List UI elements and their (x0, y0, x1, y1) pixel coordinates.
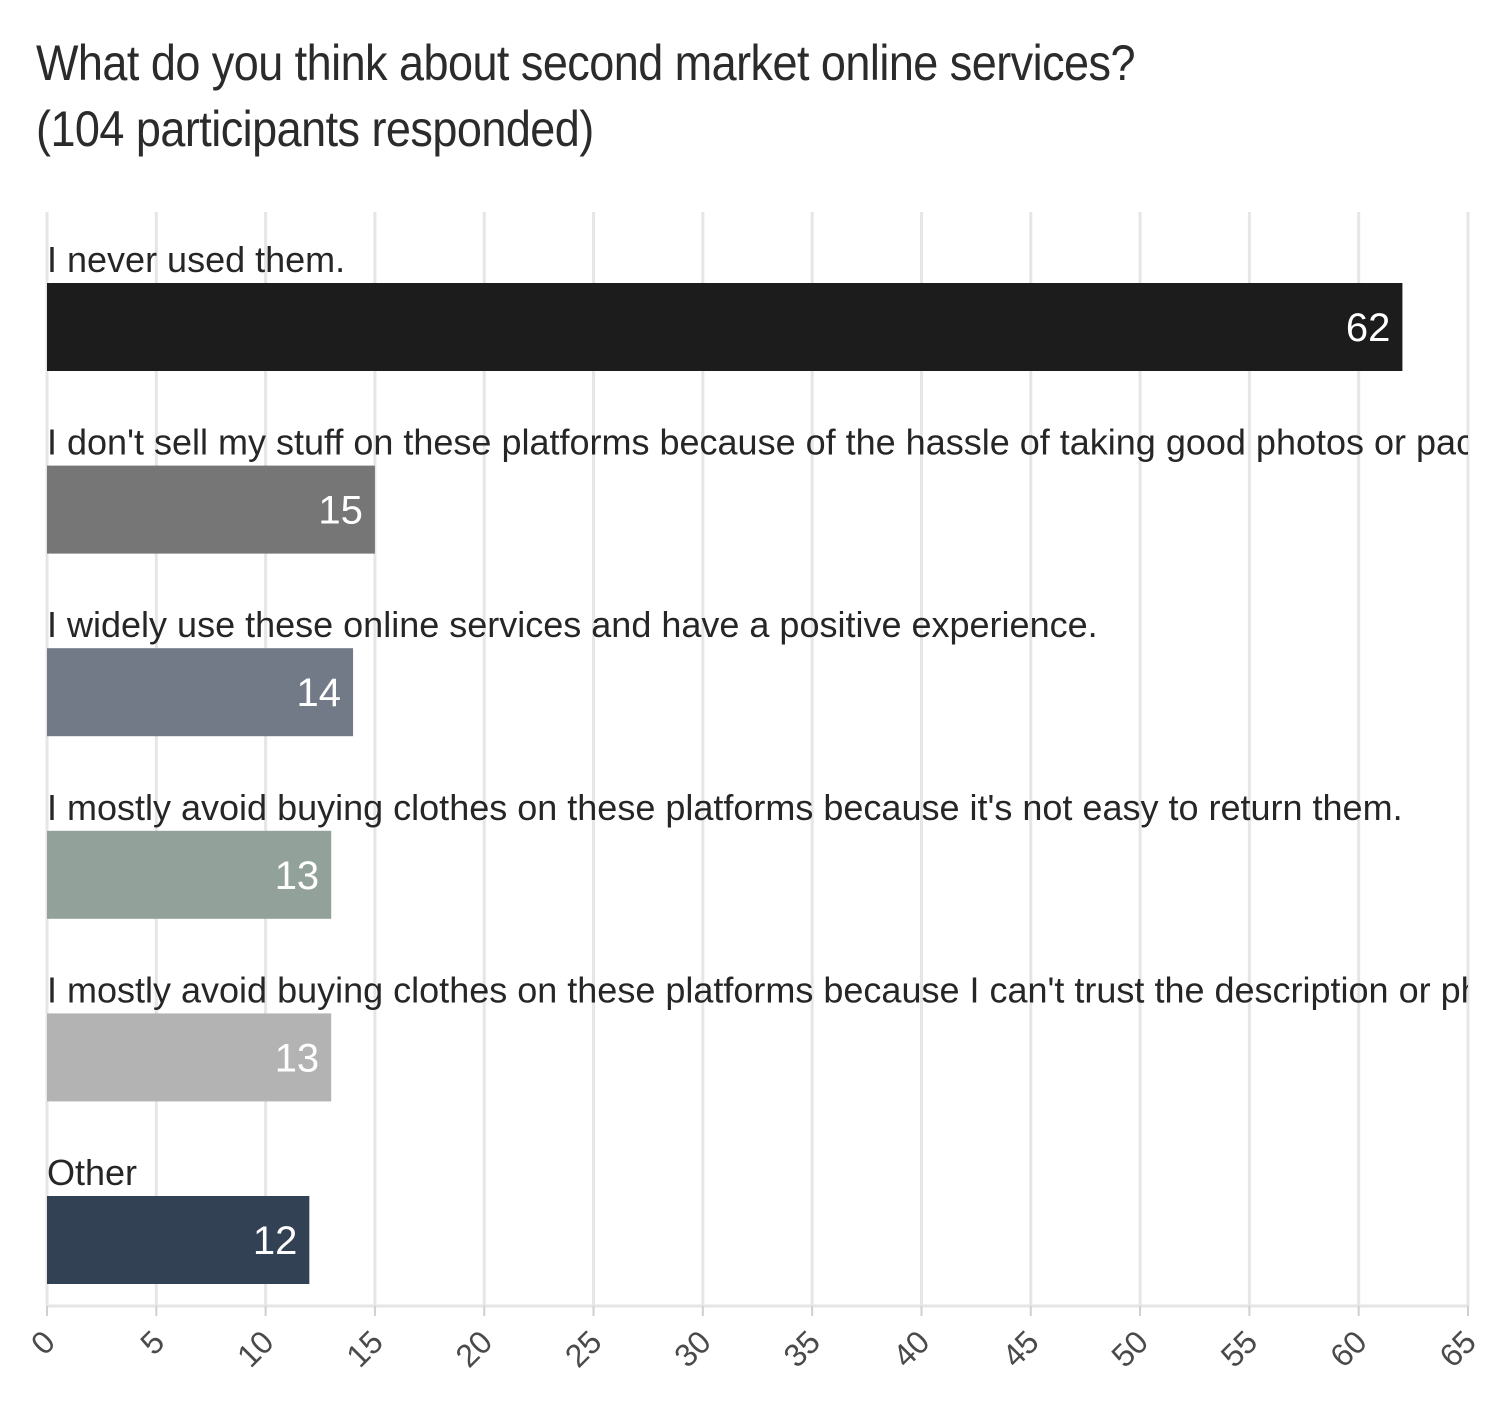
bars: 62 15 14 13 13 12 (47, 283, 1403, 1284)
bar (47, 1196, 310, 1284)
category-label: I never used them. (47, 239, 345, 280)
x-tick-label: 40 (886, 1323, 937, 1374)
category-label: I mostly avoid buying clothes on these p… (47, 969, 1500, 1010)
chart-title-line-1: What do you think about second market on… (36, 35, 1136, 91)
bar-value-label: 15 (318, 489, 363, 533)
x-tick-label: 60 (1323, 1323, 1374, 1374)
gridlines (45, 212, 1470, 1306)
bar-value-label: 14 (297, 671, 342, 715)
x-tick-label: 15 (339, 1323, 390, 1374)
x-tick-label: 35 (776, 1323, 827, 1374)
bar-value-label: 12 (253, 1219, 298, 1263)
x-tick-label: 45 (995, 1323, 1046, 1374)
chart-title: What do you think about second market on… (36, 30, 1136, 162)
category-label: I mostly avoid buying clothes on these p… (47, 787, 1403, 828)
bar-value-label: 13 (275, 1036, 320, 1080)
x-tick-label: 0 (24, 1323, 62, 1361)
category-label: I don't sell my stuff on these platforms… (47, 422, 1500, 463)
x-tick-label: 65 (1432, 1323, 1483, 1374)
bar (47, 1013, 332, 1102)
chart-title-line-2: (104 participants responded) (36, 101, 594, 157)
x-tick-label: 30 (667, 1323, 718, 1374)
bar (47, 283, 1403, 371)
x-tick-label: 5 (133, 1323, 171, 1361)
x-tick-label: 20 (449, 1323, 500, 1374)
category-label: Other (47, 1152, 137, 1193)
x-tick-label: 10 (230, 1323, 281, 1374)
x-tick-label: 55 (1214, 1323, 1265, 1374)
category-label: I widely use these online services and h… (47, 604, 1098, 645)
category-labels: I never used them. I don't sell my stuff … (47, 239, 1500, 1193)
x-tick-label: 50 (1104, 1323, 1155, 1374)
x-tick-label: 25 (558, 1323, 609, 1374)
bar-value-label: 62 (1346, 306, 1391, 350)
x-axis: 0 5 10 15 20 25 30 35 40 45 50 55 60 65 (24, 1304, 1483, 1374)
bar (47, 648, 354, 737)
bar (47, 465, 375, 554)
bar (47, 830, 332, 919)
bar-value-label: 13 (275, 854, 320, 898)
